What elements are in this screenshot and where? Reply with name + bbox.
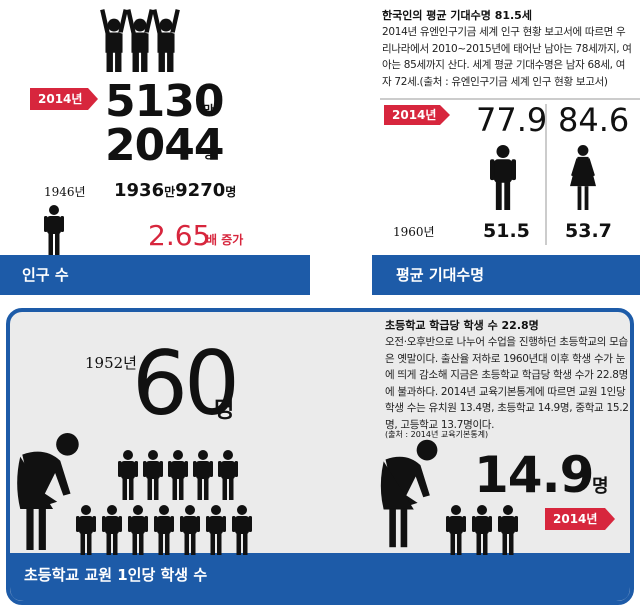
panel-label: 평균 기대수명 [396,266,485,284]
year: 1946년 [44,185,86,199]
value: 77.9 [476,101,548,139]
year: 1952년 [85,354,137,372]
body: 2014년 유엔인구기금 세계 인구 현황 보고서에 따르면 우리나라에서 20… [382,26,632,88]
badge-text: 2014년 [392,108,437,122]
icon [490,145,516,210]
label-bar [0,255,310,295]
title: 초등학교 학급당 학생 수 22.8명 [385,319,539,332]
value: 9270 [175,180,226,201]
badge-text: 2014년 [553,512,598,526]
unit: 만 [164,185,176,199]
unit: 명 [592,476,609,497]
value: 2044 [105,120,224,171]
badge-text: 2014년 [38,92,83,106]
value: 1936 [114,180,165,201]
population-panel [0,9,310,295]
students-panel [6,308,634,605]
source: (출처 : 2014년 교육기본통계) [385,430,489,439]
badge [30,88,98,110]
growth-label: 배 증가 [206,233,244,247]
value: 5130 [105,76,224,127]
panel-label: 초등학교 교원 1인당 학생 수 [24,566,208,584]
body: 오전·오후반으로 나누어 수업을 진행하던 초등학교의 모습은 옛말이다. 출산… [385,336,629,431]
icon [152,9,180,72]
value: 51.5 [483,220,530,242]
unit: 명 [203,147,215,161]
icon [126,9,154,72]
value: 84.6 [558,101,630,139]
icon [44,205,64,255]
badge [384,105,450,125]
label-bar [372,255,640,295]
value: 60 [132,332,240,435]
icon [570,145,596,210]
year: 1960년 [393,225,435,239]
label-bar [10,553,630,601]
title: 한국인의 평균 기대수명 81.5세 [382,9,532,22]
unit: 명 [225,185,237,199]
icon [100,9,128,72]
unit: 명 [214,398,235,423]
badge [545,508,615,530]
value: 1936만9270명 [114,182,236,200]
unit: 만 [203,103,215,117]
value: 14.9 [474,446,594,504]
life-panel [372,98,640,295]
growth-value: 2.65 [148,219,211,252]
value: 53.7 [565,220,612,242]
panel-label: 인구 수 [22,266,69,284]
